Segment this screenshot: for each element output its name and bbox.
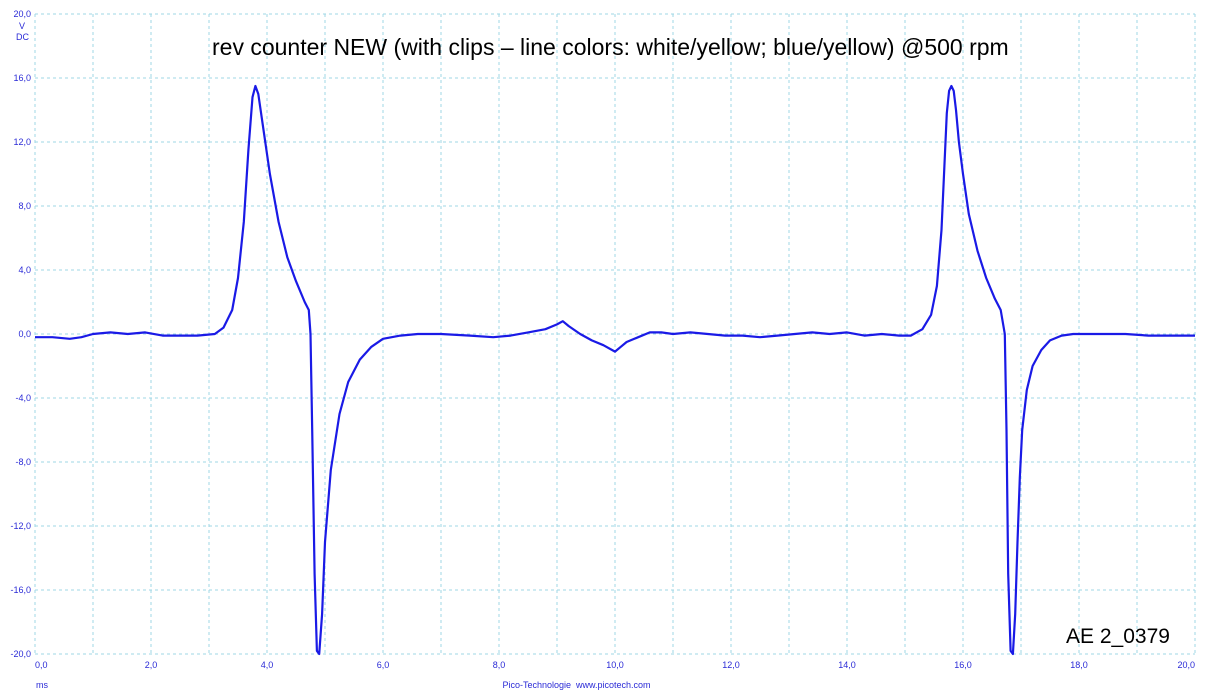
x-tick-label: 0,0 bbox=[35, 660, 48, 670]
x-axis-ticks: 0,0 2,0 4,0 6,0 8,0 10,0 12,0 14,0 16,0 18,0 20,0 bbox=[35, 660, 1195, 670]
y-tick-label: -20,0 bbox=[10, 649, 31, 659]
image-tag: AE 2_0379 bbox=[1066, 625, 1170, 648]
y-tick-label: -12,0 bbox=[10, 521, 31, 531]
x-tick-label: 10,0 bbox=[606, 660, 624, 670]
x-tick-label: 6,0 bbox=[377, 660, 390, 670]
y-tick-label: 8,0 bbox=[18, 201, 31, 211]
x-tick-label: 14,0 bbox=[838, 660, 856, 670]
y-tick-label: -16,0 bbox=[10, 585, 31, 595]
x-tick-label: 2,0 bbox=[145, 660, 158, 670]
x-tick-label: 16,0 bbox=[954, 660, 972, 670]
y-tick-label: 20,0 bbox=[13, 9, 31, 19]
y-tick-label: 4,0 bbox=[18, 265, 31, 275]
series-line-voltage bbox=[35, 84, 1195, 656]
x-tick-label: 4,0 bbox=[261, 660, 274, 670]
y-tick-label: 12,0 bbox=[13, 137, 31, 147]
y-axis-ticks: 20,0 16,0 12,0 8,0 4,0 0,0 -4,0 -8,0 -12,0 -16,0 -… bbox=[10, 9, 31, 659]
x-tick-label: 8,0 bbox=[493, 660, 506, 670]
x-tick-label: 12,0 bbox=[722, 660, 740, 670]
y-axis-unit-label: V bbox=[19, 21, 25, 31]
y-axis-coupling-label: DC bbox=[16, 32, 29, 42]
footer-url: www.picotech.com bbox=[575, 680, 651, 690]
footer-brand: Pico-Technologie bbox=[502, 680, 571, 690]
x-axis-unit-label: ms bbox=[36, 680, 48, 690]
x-tick-label: 20,0 bbox=[1177, 660, 1195, 670]
y-tick-label: 16,0 bbox=[13, 73, 31, 83]
y-tick-label: -4,0 bbox=[15, 393, 31, 403]
x-tick-label: 18,0 bbox=[1070, 660, 1088, 670]
y-tick-label: -8,0 bbox=[15, 457, 31, 467]
y-tick-label: 0,0 bbox=[18, 329, 31, 339]
chart-title: rev counter NEW (with clips – line color… bbox=[212, 34, 1009, 60]
